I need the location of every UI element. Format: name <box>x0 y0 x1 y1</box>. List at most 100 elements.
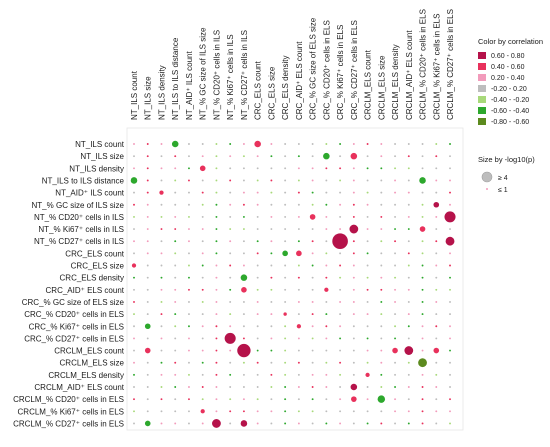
bubble <box>296 324 302 329</box>
bubble-small <box>407 252 410 255</box>
bubble-small <box>215 143 218 145</box>
bubble-small <box>380 203 383 206</box>
bubble-small <box>256 313 259 316</box>
bubble-small <box>352 203 355 206</box>
bubble-small <box>201 337 204 340</box>
bubble-small <box>380 301 383 303</box>
bubble-small <box>449 361 451 364</box>
bubble-small <box>284 398 287 401</box>
bubble-small <box>146 398 149 401</box>
bubble-small <box>160 179 163 182</box>
bubble-small <box>435 361 438 364</box>
bubble-small <box>229 386 232 388</box>
bubble-small <box>366 228 369 230</box>
bubble-small <box>311 240 314 243</box>
bubble-small <box>256 179 259 182</box>
bubble-small <box>146 143 149 145</box>
bubble-small <box>215 264 218 267</box>
bubble-small <box>449 252 451 255</box>
bubble-small <box>366 410 369 413</box>
bubble-small <box>352 422 355 425</box>
legend-color-swatch <box>478 52 486 59</box>
bubble <box>240 420 248 427</box>
bubble-small <box>242 155 245 158</box>
bubble <box>349 224 359 234</box>
bubble-small <box>449 398 451 401</box>
bubble-small <box>174 288 177 291</box>
bubble-small <box>174 167 177 170</box>
bubble-small <box>339 252 342 255</box>
legend-size: Size by -log10(p) ≥ 4 ≤ 1 <box>478 155 535 194</box>
bubble-small <box>146 228 149 230</box>
bubble-small <box>160 276 163 279</box>
bubble <box>159 190 164 195</box>
bubble-small <box>160 349 163 352</box>
bubble-small <box>188 167 190 170</box>
bubble-small <box>394 301 397 303</box>
column-label: CRC_ELS size <box>267 66 276 120</box>
bubble-small <box>297 215 300 218</box>
bubble-small <box>256 373 259 376</box>
bubble-small <box>229 264 232 267</box>
bubble-small <box>421 143 424 145</box>
bubble-small <box>201 155 204 158</box>
bubble <box>404 346 414 355</box>
bubble-small <box>188 410 190 413</box>
bubble-small <box>311 398 314 401</box>
bubble-small <box>311 288 314 291</box>
legend-color-swatch <box>478 96 486 103</box>
bubble-small <box>215 155 218 158</box>
legend-color: Color by correlation 0.60 - 0.80 0.40 - 0… <box>478 37 543 126</box>
bubble-small <box>284 361 287 364</box>
bubble-small <box>201 398 204 401</box>
bubble-small <box>407 179 410 182</box>
bubble-small <box>339 228 342 230</box>
column-label: NT_% GC size of ILS size <box>199 27 208 120</box>
bubble-small <box>201 252 204 255</box>
bubble-small <box>229 301 232 303</box>
bubble-small <box>160 373 163 376</box>
legend-color-label: -0.40 - -0.20 <box>491 97 529 104</box>
column-label: NT_% CD20⁺ cells in ILS <box>212 30 221 120</box>
bubble-small <box>229 361 232 364</box>
bubble-small <box>325 167 328 170</box>
bubble-small <box>146 191 149 194</box>
bubble-small <box>284 228 287 230</box>
bubble-small <box>174 361 177 364</box>
bubble-small <box>284 349 287 352</box>
bubble-small <box>146 276 149 279</box>
bubble <box>351 396 357 402</box>
bubble <box>350 383 358 391</box>
bubble-small <box>242 301 245 303</box>
bubble-small <box>256 325 259 328</box>
bubble-small <box>229 143 232 145</box>
bubble-small <box>449 349 451 352</box>
bubble-small <box>160 386 163 388</box>
bubble-small <box>160 167 163 170</box>
bubble-small <box>146 386 149 388</box>
row-label: NT_ILS to ILS distance <box>42 176 125 185</box>
bubble-small <box>435 325 438 328</box>
bubble-small <box>352 191 355 194</box>
bubble-small <box>366 155 369 158</box>
bubble-small <box>146 337 149 340</box>
bubble-small <box>297 167 300 170</box>
bubble-small <box>352 325 355 328</box>
bubble-small <box>160 301 163 303</box>
bubble-small <box>352 361 355 364</box>
bubble-small <box>174 203 177 206</box>
bubble-small <box>160 288 163 291</box>
bubble-small <box>270 386 273 388</box>
bubble-small <box>352 215 355 218</box>
bubble-small <box>449 373 451 376</box>
bubble-small <box>366 240 369 243</box>
bubble-small <box>311 264 314 267</box>
bubble-small <box>380 361 383 364</box>
bubble-small <box>201 386 204 388</box>
bubble-small <box>188 264 190 267</box>
bubble-small <box>256 167 259 170</box>
bubble-small <box>421 240 424 243</box>
bubble-small <box>242 143 245 145</box>
bubble-small <box>394 143 397 145</box>
bubble-small <box>339 215 342 218</box>
